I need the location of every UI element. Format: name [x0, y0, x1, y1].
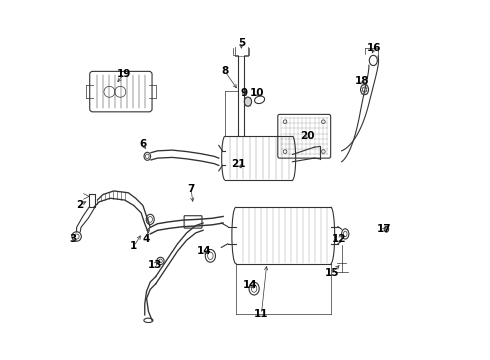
Text: 3: 3: [69, 234, 76, 244]
Text: 12: 12: [332, 234, 346, 244]
Text: 1: 1: [130, 241, 138, 251]
Text: 20: 20: [300, 131, 315, 140]
Text: 5: 5: [238, 38, 245, 48]
Text: 7: 7: [187, 184, 195, 194]
Text: 11: 11: [254, 309, 269, 319]
Text: 9: 9: [241, 88, 248, 98]
Text: 15: 15: [324, 268, 339, 278]
Text: 18: 18: [355, 76, 369, 86]
Text: 2: 2: [76, 200, 84, 210]
Text: 10: 10: [249, 88, 264, 98]
Text: 16: 16: [367, 43, 382, 53]
Text: 19: 19: [117, 68, 131, 78]
Text: 6: 6: [139, 139, 147, 149]
Text: 4: 4: [142, 234, 149, 244]
Text: 17: 17: [377, 224, 392, 234]
Text: 14: 14: [243, 280, 258, 290]
Text: 8: 8: [221, 66, 228, 76]
Text: 13: 13: [147, 260, 162, 270]
Text: 14: 14: [197, 246, 212, 256]
Text: 21: 21: [231, 159, 245, 168]
